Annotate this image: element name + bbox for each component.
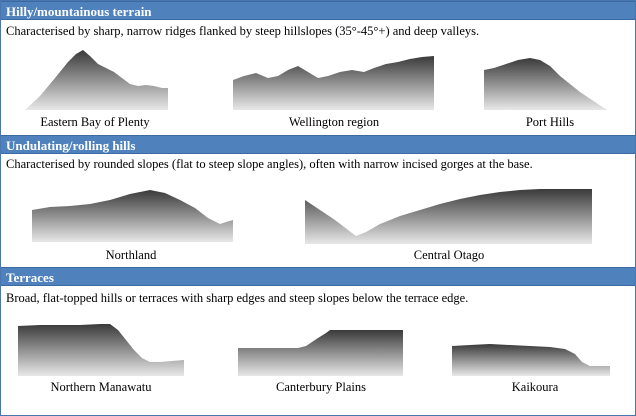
section-description: Broad, flat-topped hills or terraces wit… — [6, 291, 469, 305]
profile-wellington-region — [233, 56, 434, 110]
section-title: Terraces — [6, 270, 54, 285]
profile-port-hills — [484, 58, 608, 110]
profile-eastern-bay-of-plenty — [25, 50, 168, 110]
profile-label: Port Hills — [525, 115, 575, 129]
profile-label: Northern Manawatu — [50, 380, 152, 394]
profile-label: Kaikoura — [511, 380, 559, 394]
profile-label: Wellington region — [288, 115, 380, 129]
section-header-undulating: Undulating/rolling hills — [1, 135, 635, 154]
profile-northland — [32, 190, 233, 242]
profile-label: Northland — [105, 248, 157, 262]
section-title: Undulating/rolling hills — [6, 138, 136, 153]
section-description: Characterised by sharp, narrow ridges fl… — [6, 24, 480, 38]
profile-label: Eastern Bay of Plenty — [40, 115, 150, 129]
section-description: Characterised by rounded slopes (flat to… — [6, 157, 533, 171]
profile-central-otago — [305, 189, 592, 244]
section-title: Hilly/mountainous terrain — [6, 4, 152, 19]
profile-label: Canterbury Plains — [276, 380, 366, 394]
section-header-hilly: Hilly/mountainous terrain — [1, 1, 635, 20]
profile-label: Central Otago — [413, 248, 485, 262]
section-header-terraces: Terraces — [1, 267, 635, 286]
profile-kaikoura — [452, 344, 610, 376]
profile-northern-manawatu — [18, 324, 184, 376]
profile-canterbury-plains — [238, 330, 403, 376]
